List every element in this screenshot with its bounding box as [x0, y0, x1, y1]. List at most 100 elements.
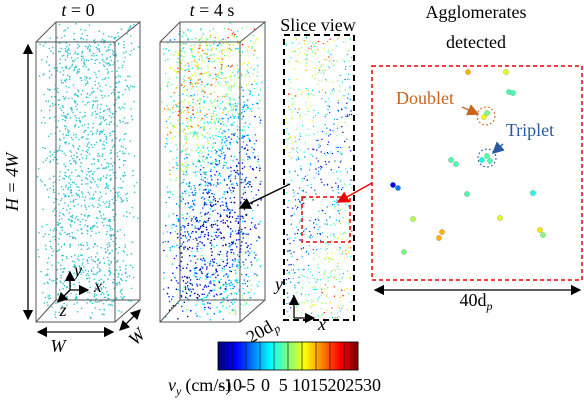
particle [254, 257, 256, 259]
particle [195, 172, 197, 174]
particle [231, 49, 233, 51]
particle [211, 240, 213, 242]
particle [125, 148, 127, 150]
particle [89, 198, 91, 200]
particle [189, 255, 191, 257]
particle [286, 128, 287, 129]
particle [48, 257, 50, 259]
colorbar-tick-label: 15 [310, 375, 328, 395]
particle [119, 167, 121, 169]
particle [190, 260, 192, 262]
particle [301, 208, 302, 209]
particle [113, 234, 115, 236]
particle [222, 297, 224, 299]
particle [237, 42, 239, 44]
particle [163, 48, 165, 50]
particle [127, 86, 129, 88]
particle [187, 231, 189, 233]
particle [185, 169, 187, 171]
particle [297, 233, 298, 234]
particle [313, 249, 314, 250]
particle [110, 228, 112, 230]
particle [66, 91, 68, 93]
particle [104, 159, 106, 161]
particle [68, 182, 70, 184]
particle [172, 193, 174, 195]
particle [176, 280, 178, 282]
particle [218, 280, 220, 282]
particle [96, 133, 98, 135]
particle [321, 288, 322, 289]
particle [228, 177, 230, 179]
particle [50, 133, 52, 135]
particle [64, 280, 66, 282]
particle [88, 101, 90, 103]
particle [245, 184, 247, 186]
particle [326, 220, 327, 221]
width-label: W [124, 323, 150, 349]
particle [312, 236, 313, 237]
particle [313, 117, 314, 118]
particle [207, 138, 209, 140]
particle [341, 253, 342, 254]
particle [325, 303, 326, 304]
particle [116, 152, 118, 154]
particle [331, 63, 332, 64]
particle [209, 282, 211, 284]
particle [95, 256, 97, 258]
particle [335, 160, 336, 161]
particle [102, 313, 104, 315]
particle [80, 38, 82, 40]
particle [225, 222, 227, 224]
particle [253, 88, 255, 90]
particle [76, 186, 78, 188]
particle [303, 178, 304, 179]
particle [77, 71, 79, 73]
particle [196, 297, 198, 299]
particle [217, 120, 219, 122]
particle [313, 44, 314, 45]
particle [216, 57, 218, 59]
particle [118, 187, 120, 189]
particle [91, 164, 93, 166]
particle [195, 75, 197, 77]
particle [237, 48, 239, 50]
particle [82, 51, 84, 53]
particle [214, 232, 216, 234]
particle [327, 59, 328, 60]
particle [210, 182, 212, 184]
particle [78, 190, 80, 192]
particle [106, 201, 108, 203]
particle [108, 242, 110, 244]
particle [105, 77, 107, 79]
particle [340, 147, 341, 148]
particle [314, 289, 315, 290]
particle [123, 52, 125, 54]
particle [348, 251, 349, 252]
particle [201, 88, 203, 90]
particle [350, 110, 351, 111]
particle [204, 307, 206, 309]
particle [202, 231, 204, 233]
particle [190, 120, 192, 122]
particle [183, 179, 185, 181]
particle [109, 44, 111, 46]
particle [211, 116, 213, 118]
particle [297, 157, 298, 158]
particle [242, 297, 244, 299]
particle [234, 311, 236, 313]
particle [198, 279, 200, 281]
particle [77, 47, 79, 49]
particle [104, 95, 106, 97]
particle [232, 104, 234, 106]
particle [94, 198, 96, 200]
particle [348, 202, 349, 203]
particle [59, 51, 61, 53]
particle [166, 138, 168, 140]
particle [104, 168, 106, 170]
particle [103, 257, 105, 259]
particle [205, 189, 207, 191]
particle [350, 302, 351, 303]
particle [125, 246, 127, 248]
particle [221, 237, 223, 239]
